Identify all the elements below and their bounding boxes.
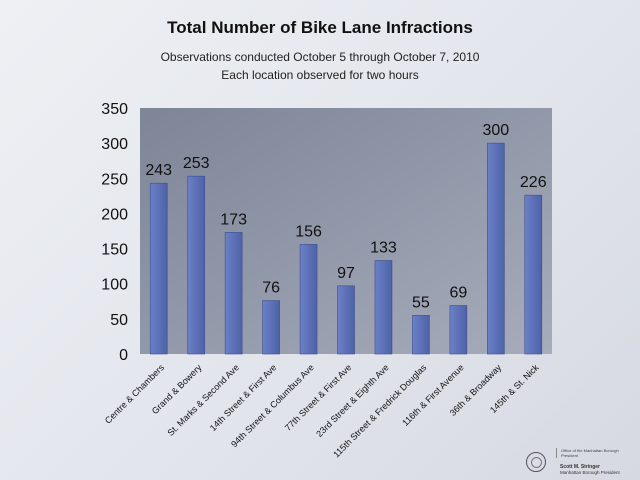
chart-subtitle-line1: Observations conducted October 5 through…: [160, 50, 480, 64]
chart-title: Total Number of Bike Lane Infractions: [167, 18, 473, 37]
data-label: 173: [220, 211, 247, 228]
data-label: 300: [482, 122, 509, 139]
data-label: 76: [262, 280, 280, 297]
chart-subtitle-line2: Each location observed for two hours: [221, 68, 419, 82]
signer-name: Scott M. Stringer: [560, 464, 601, 470]
bar: [262, 300, 280, 355]
y-tick-label: 250: [101, 171, 128, 188]
signer-block: Scott M. Stringer Manhattan Borough Pres…: [560, 464, 630, 476]
bar: [299, 244, 318, 355]
y-tick-label: 0: [119, 347, 128, 364]
x-tick-label: Centre & Chambers: [103, 362, 167, 426]
y-tick-label: 200: [101, 206, 128, 223]
bar: [187, 175, 205, 355]
data-label: 55: [412, 294, 430, 311]
data-label: 243: [145, 162, 172, 179]
bar: [374, 260, 393, 355]
data-label: 253: [183, 155, 210, 172]
bar: [412, 315, 430, 355]
data-label: 69: [449, 285, 467, 302]
x-tick-label: 14th Street & First Ave: [208, 362, 279, 433]
bar: [149, 182, 168, 355]
y-tick-label: 150: [101, 242, 128, 259]
y-tick-label: 100: [101, 277, 128, 294]
bar: [524, 194, 543, 355]
x-tick-label: St. Marks & Second Ave: [165, 362, 241, 438]
y-tick-label: 350: [101, 101, 128, 118]
x-tick-label: 23rd Street & Eighth Ave: [314, 362, 391, 439]
y-tick-label: 50: [110, 312, 128, 329]
y-tick-label: 300: [101, 136, 128, 153]
office-label: Office of the Manhattan Borough Presiden…: [556, 448, 621, 458]
bar: [449, 305, 468, 355]
borough-seal-icon: [526, 452, 546, 472]
bar: [487, 142, 505, 355]
data-label: 226: [520, 174, 547, 191]
data-label: 156: [295, 223, 322, 240]
bar: [337, 285, 355, 355]
bar: [224, 232, 243, 355]
footer-seal-block: Office of the Manhattan Borough Presiden…: [522, 442, 632, 478]
signer-title: Manhattan Borough President: [560, 470, 620, 475]
data-label: 133: [370, 240, 397, 257]
x-tick-label: 77th Street & First Ave: [283, 362, 354, 433]
data-label: 97: [337, 265, 355, 282]
